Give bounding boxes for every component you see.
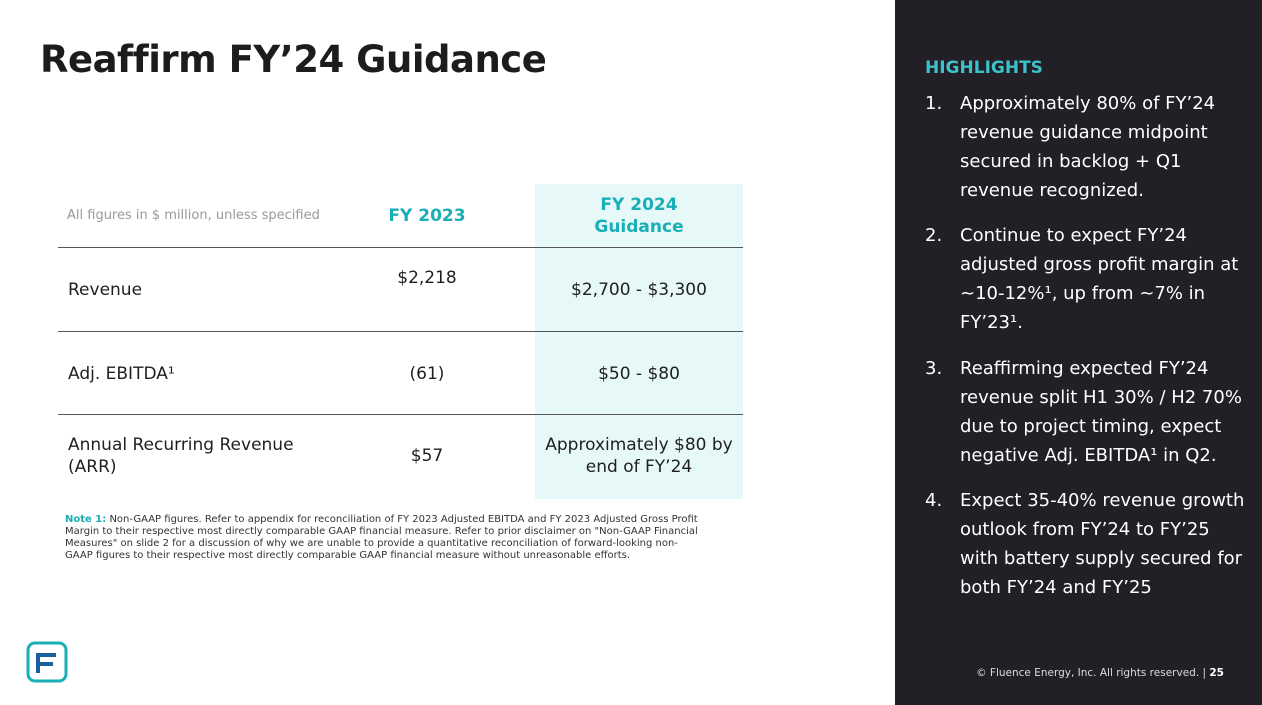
item-number: 2. xyxy=(925,225,943,246)
row-label: Revenue xyxy=(68,280,143,300)
fy24-value: $2,700 - $3,300 xyxy=(571,280,707,300)
row-label: Annual Recurring Revenue (ARR) xyxy=(68,435,294,477)
item-number: 1. xyxy=(925,93,943,114)
highlight-item: 1. Approximately 80% of FY’24 revenue gui… xyxy=(925,89,1245,205)
item-text: Expect 35-40% revenue growth outlook fro… xyxy=(960,490,1245,598)
guidance-column-bg xyxy=(535,184,743,499)
table-header: FY 2024 Guidance xyxy=(594,195,684,237)
footnote-label: Note 1: xyxy=(65,514,107,525)
footnote-text: Non-GAAP figures. Refer to appendix for … xyxy=(65,514,698,561)
highlight-item: 4. Expect 35-40% revenue growth outlook f… xyxy=(925,486,1245,602)
fy23-value: $2,218 xyxy=(397,268,457,288)
item-number: 3. xyxy=(925,358,943,379)
table-header: All figures in $ million, unless specifi… xyxy=(67,208,320,223)
table-rule xyxy=(58,414,743,415)
item-text: Continue to expect FY’24 adjusted gross … xyxy=(960,225,1239,333)
footer: © Fluence Energy, Inc. All rights reserv… xyxy=(976,667,1224,679)
row-label: Adj. EBITDA¹ xyxy=(68,364,175,384)
item-text: Approximately 80% of FY’24 revenue guida… xyxy=(960,93,1216,201)
highlight-item: 2. Continue to expect FY’24 adjusted gros… xyxy=(925,221,1245,337)
copyright: © Fluence Energy, Inc. All rights reserv… xyxy=(976,667,1207,679)
highlight-item: 3. Reaffirming expected FY’24 revenue spl… xyxy=(925,354,1245,470)
highlights-heading: HIGHLIGHTS xyxy=(925,58,1043,78)
highlights-panel: HIGHLIGHTS 1. Approximately 80% of FY’24 … xyxy=(895,0,1262,705)
page-number: 25 xyxy=(1209,667,1224,679)
fy24-value: Approximately $80 by end of FY’24 xyxy=(545,435,733,477)
item-number: 4. xyxy=(925,490,943,511)
slide-title: Reaffirm FY’24 Guidance xyxy=(40,38,547,81)
item-text: Reaffirming expected FY’24 revenue split… xyxy=(960,358,1242,466)
logo xyxy=(26,641,68,683)
table-rule xyxy=(58,247,743,248)
footnote: Note 1: Non-GAAP figures. Refer to appen… xyxy=(65,514,705,562)
table-rule xyxy=(58,331,743,332)
table-header: FY 2023 xyxy=(388,206,466,226)
fy23-value: (61) xyxy=(409,364,445,384)
fy24-value: $50 - $80 xyxy=(598,364,680,384)
fy23-value: $57 xyxy=(410,446,444,466)
